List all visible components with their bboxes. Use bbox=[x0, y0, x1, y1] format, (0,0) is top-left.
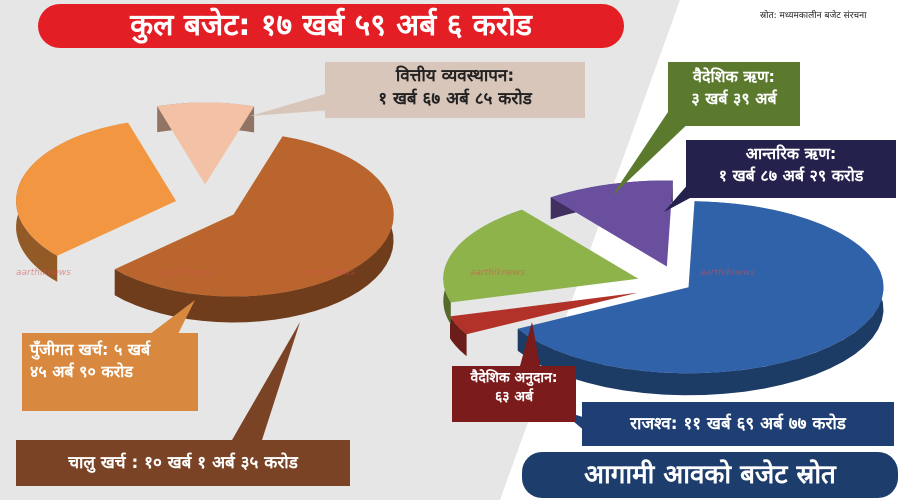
label-current-expenditure: चालु खर्च : १० खर्ब १ अर्ब ३५ करोड bbox=[16, 440, 350, 486]
label-internal-loan: आन्तरिक ऋण: १ खर्ब ८७ अर्ब २९ करोड bbox=[686, 140, 896, 198]
label-capital-expenditure: पुँजीगत खर्च: ५ खर्ब ४५ अर्ब ९० करोड bbox=[22, 333, 198, 411]
pointer-capital bbox=[150, 300, 195, 334]
label-foreign-grant-line2: ६३ अर्ब bbox=[494, 388, 534, 405]
budget-pie-slice-side-1 bbox=[114, 136, 394, 323]
label-foreign-loan: वैदेशिक ऋण: ३ खर्ब ३९ अर्ब bbox=[668, 62, 800, 126]
label-foreign-grant: वैदेशिक अनुदान: ६३ अर्ब bbox=[452, 366, 576, 422]
label-capital-line1: पुँजीगत खर्च: ५ खर्ब bbox=[30, 340, 151, 359]
watermark: aarthiknews bbox=[470, 268, 525, 278]
label-internal-loan-line1: आन्तरिक ऋण: bbox=[745, 144, 837, 163]
label-capital-line2: ४५ अर्ब ९० करोड bbox=[30, 361, 133, 381]
source-pie-slice-4 bbox=[550, 180, 673, 267]
label-financial-line1: वित्तीय व्यवस्थापन: bbox=[395, 66, 515, 86]
label-financial-line2: १ खर्ब ६७ अर्ब ८५ करोड bbox=[378, 88, 532, 109]
source-pie-slice-2 bbox=[450, 292, 638, 335]
watermark: aarthiknews bbox=[700, 268, 755, 278]
budget-pie-slice-3 bbox=[157, 102, 255, 185]
source-note: स्रोत: मध्यमकालीन बजेट संरचना bbox=[760, 11, 867, 21]
label-internal-loan-line2: १ खर्ब ८७ अर्ब २९ करोड bbox=[718, 165, 864, 185]
label-foreign-loan-line1: वैदेशिक ऋण: bbox=[693, 67, 775, 86]
watermark: aarthiknews bbox=[16, 268, 71, 278]
watermark: aarthiknews bbox=[160, 268, 215, 278]
source-pie-slice-side-2 bbox=[450, 316, 467, 357]
label-revenue: राजश्व: ११ खर्ब ६९ अर्ब ७७ करोड bbox=[582, 402, 894, 446]
label-foreign-grant-line1: वैदेशिक अनुदान: bbox=[470, 370, 558, 386]
pointer-financial bbox=[250, 92, 332, 116]
pointer-foreign-loan bbox=[612, 106, 694, 196]
page-title: कुल बजेट: १७ खर्ब ५९ अर्ब ६ करोड bbox=[38, 4, 624, 48]
pointer-foreign-grant bbox=[520, 322, 540, 366]
budget-pie-slice-1 bbox=[114, 136, 394, 297]
label-financial-management: वित्तीय व्यवस्थापन: १ खर्ब ६७ अर्ब ८५ कर… bbox=[325, 62, 585, 118]
label-foreign-loan-line2: ३ खर्ब ३९ अर्ब bbox=[691, 88, 777, 108]
budget-source-title: आगामी आवको बजेट स्रोत bbox=[522, 452, 898, 498]
source-pie-slice-1 bbox=[517, 201, 884, 374]
pointer-current bbox=[232, 322, 300, 440]
source-pie-slice-3 bbox=[443, 209, 639, 303]
watermark: aarthiknews bbox=[300, 268, 355, 278]
pointer-internal-loan bbox=[664, 182, 690, 212]
budget-pie-slice-2 bbox=[16, 122, 177, 256]
